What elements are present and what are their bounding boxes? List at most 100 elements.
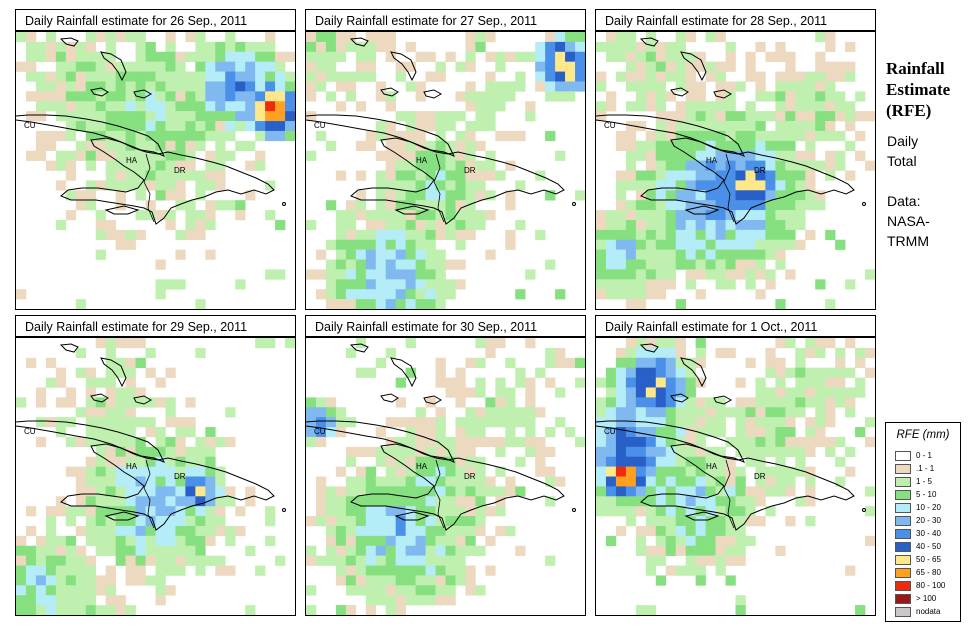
rainfall-cell [825,377,836,388]
rainfall-cell [785,200,796,211]
rainfall-cell [725,555,736,566]
rainfall-cell [325,545,337,556]
rainfall-cell [765,200,776,211]
rainfall-cell [625,210,637,221]
rainfall-cell [375,190,387,201]
rainfall-cell [535,81,546,92]
rainfall-cell [16,32,27,43]
rainfall-cell [435,289,446,300]
rainfall-cell [275,51,286,62]
rainfall-cell [215,140,226,152]
rainfall-cell [185,200,196,211]
rainfall-cell [655,357,667,368]
legend-swatch [895,594,911,604]
rainfall-cell [685,407,696,418]
rainfall-cell [375,229,387,241]
rainfall-cell [845,111,856,122]
rainfall-cell [805,486,816,497]
product-title-line: (RFE) [886,101,932,120]
rainfall-cell [415,249,426,260]
rainfall-cell [665,486,677,497]
rainfall-cell [485,565,496,576]
coastline [596,420,746,463]
rainfall-cell [645,377,657,388]
rainfall-cell [725,229,736,241]
legend-label: 30 - 40 [916,529,941,538]
rainfall-cell [395,565,406,576]
rainfall-cell [715,417,726,428]
rainfall-cell [475,111,486,122]
rainfall-cell [425,219,436,231]
country-label-ha: HA [706,462,718,471]
rainfall-cell [405,545,416,556]
rainfall-cell [145,496,156,507]
rainfall-cell [675,525,686,537]
rainfall-cell [35,545,47,556]
rainfall-cell [306,81,317,92]
rainfall-cell [765,417,776,428]
rainfall-cell [325,525,337,537]
rainfall-cell [245,91,256,102]
rainfall-cell [405,279,416,290]
rainfall-cell [345,506,357,517]
rainfall-cell [215,111,226,122]
rainfall-cell [695,140,706,152]
rainfall-cell [545,476,556,487]
rainfall-cell [475,357,486,368]
rainfall-cell [165,130,176,142]
rainfall-cell [185,427,196,438]
rainfall-cell [115,466,126,477]
rainfall-cell [465,436,476,448]
rainfall-cell [745,229,756,241]
rainfall-cell [115,417,126,428]
rainfall-cell [115,506,126,517]
rainfall-cell [395,525,406,537]
rainfall-cell [715,71,726,82]
rainfall-cell [545,51,556,62]
rainfall-cell [355,555,367,566]
rainfall-cell [715,397,726,408]
rainfall-cell [685,436,696,448]
rainfall-cell [695,269,706,280]
rainfall-cell [735,121,746,132]
rainfall-cell [85,81,97,92]
rainfall-cell [845,170,856,181]
rainfall-cell [745,239,756,250]
rainfall-cell [635,427,647,438]
rainfall-cell [265,81,276,92]
rainfall-cell [35,41,47,53]
rainfall-cell [275,81,286,92]
rainfall-cell [205,91,216,102]
rainfall-cell [65,417,77,428]
rainfall-cell [625,130,637,142]
rainfall-cell [105,427,116,438]
rainfall-cell [865,486,875,497]
rainfall-cell [105,446,116,458]
rainfall-cell [125,427,136,438]
rainfall-cell [285,338,295,349]
rainfall-cell [75,555,87,566]
rainfall-cell [655,259,667,270]
rainfall-cell [795,377,806,388]
rainfall-cell [465,200,476,211]
rainfall-cell [145,71,156,82]
rainfall-cell [685,377,696,388]
rainfall-cell [555,150,566,161]
rainfall-cell [115,121,126,132]
rainfall-cell [65,595,77,606]
rainfall-cell [745,140,756,152]
rainfall-cell [855,387,866,398]
rainfall-cell [315,427,327,438]
rainfall-cell [95,506,106,517]
rainfall-cell [745,535,756,547]
rainfall-cell [675,387,686,398]
rainfall-cell [695,525,706,537]
rainfall-cell [365,210,377,221]
rainfall-cell [775,130,786,142]
rainfall-cell [555,347,566,359]
rainfall-cell [735,190,746,201]
rainfall-cell [16,565,27,576]
rainfall-cell [365,71,377,82]
rainfall-cell [145,81,156,92]
rainfall-cell [615,496,627,507]
